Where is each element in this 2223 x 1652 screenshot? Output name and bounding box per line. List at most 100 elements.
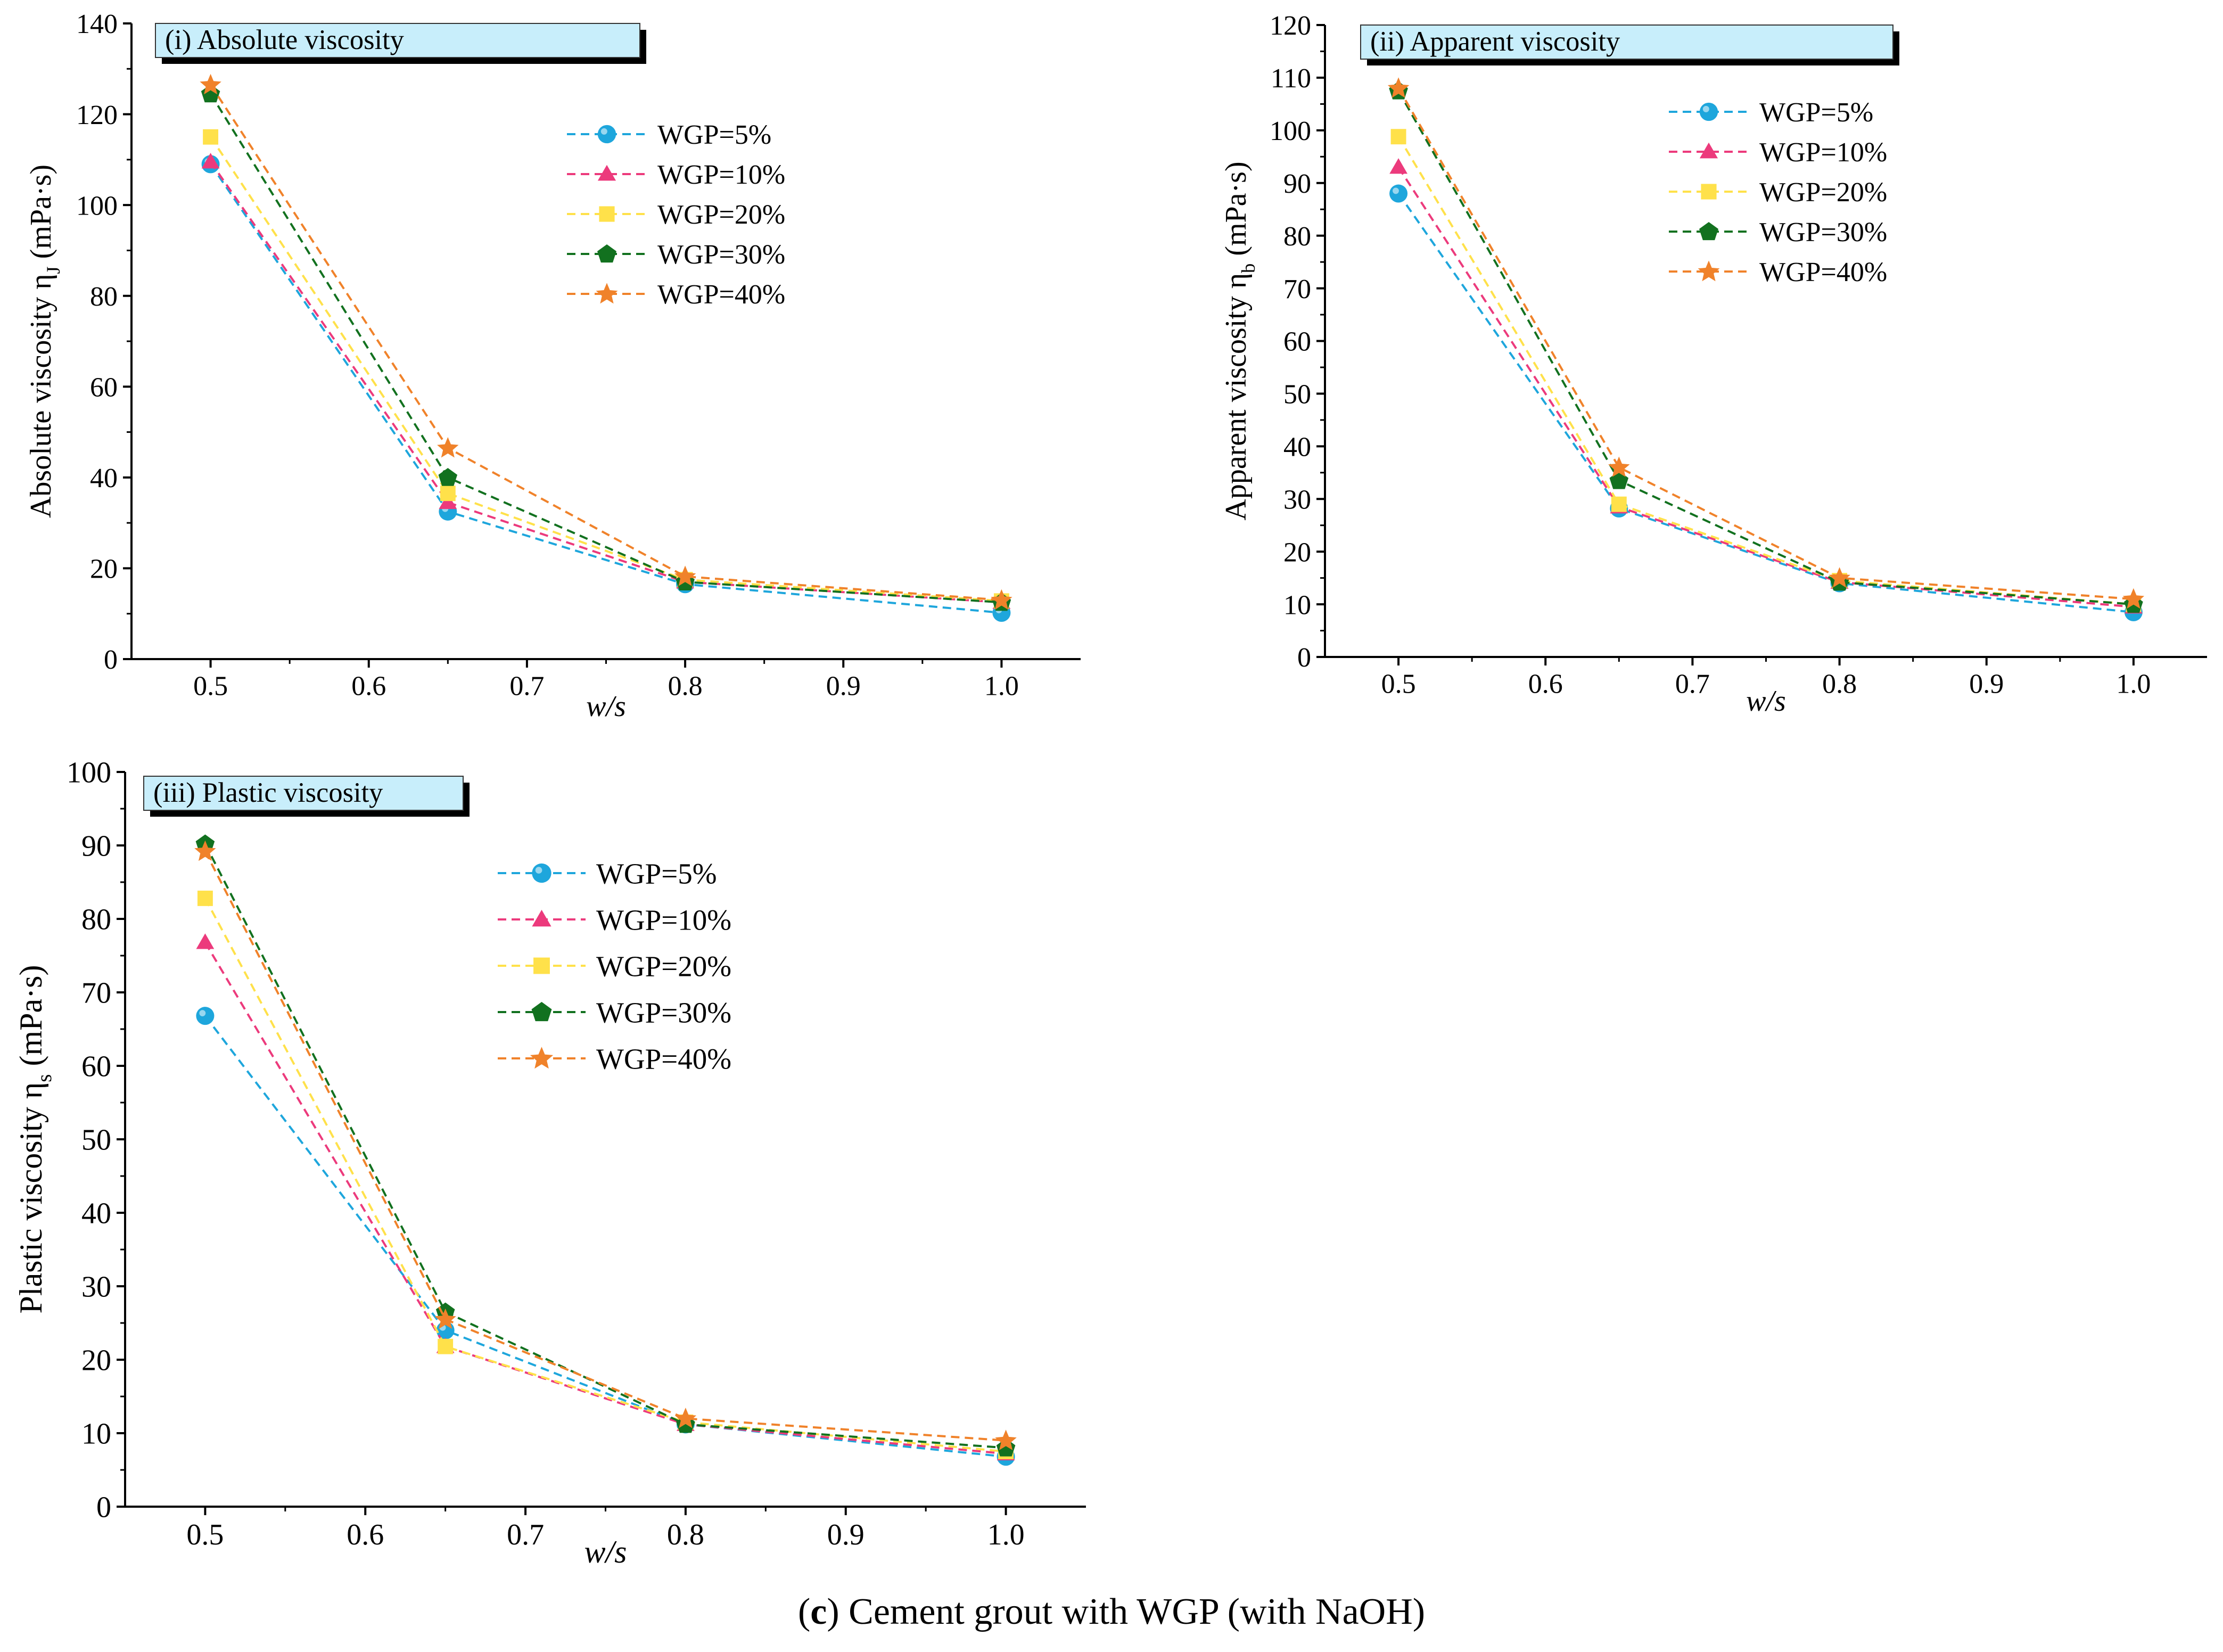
y-tick-label: 120: [76, 100, 118, 130]
x-tick-label: 0.9: [826, 671, 861, 702]
legend-marker: [530, 1047, 554, 1069]
y-tick-label: 20: [1283, 537, 1311, 568]
series-line: [1397, 87, 2134, 601]
y-tick-label: 80: [1283, 221, 1311, 252]
data-point: [196, 933, 215, 949]
data-point: [201, 153, 220, 169]
x-tick-label: 0.5: [193, 671, 228, 702]
y-tick-label: 0: [104, 645, 118, 675]
legend: WGP=5% WGP=10% WGP=20% WGP=30% WGP=40%: [498, 857, 731, 1075]
chart-title: (iii) Plastic viscosity: [153, 777, 383, 808]
legend-label: WGP=30%: [596, 996, 731, 1029]
series-5: [194, 840, 1017, 1450]
data-point: [434, 1308, 456, 1329]
x-tick-label: 0.9: [1969, 669, 2004, 700]
x-tick-label: 0.8: [668, 671, 703, 702]
series-line: [204, 898, 1006, 1453]
y-tick-label: 30: [1283, 484, 1311, 515]
chart-panel-2: 0 10 20 30 40 50 60 70 80 90 100 110 120 0.5 0.6 0.7 0.8…: [1220, 11, 2207, 718]
legend-marker: [599, 206, 615, 222]
x-tick-label: 0.6: [347, 1518, 384, 1551]
series-5: [200, 73, 1012, 610]
data-point: [437, 437, 459, 458]
data-point: [674, 1408, 697, 1428]
y-tick-label: 50: [1283, 380, 1311, 410]
legend-label: WGP=10%: [657, 160, 785, 190]
data-point: [1609, 471, 1629, 489]
y-tick-label: 30: [81, 1271, 111, 1304]
legend-marker: [597, 165, 616, 181]
data-point: [1611, 496, 1627, 512]
x-tick-label: 1.0: [987, 1518, 1025, 1551]
legend-label: WGP=5%: [657, 120, 771, 150]
y-tick-label: 20: [81, 1344, 111, 1377]
legend-label: WGP=40%: [1759, 257, 1887, 287]
series-line: [209, 136, 1002, 602]
legend-marker: [596, 283, 618, 304]
series-3: [203, 129, 1009, 609]
data-point: [991, 589, 1012, 610]
y-tick-label: 70: [1283, 274, 1311, 305]
chart-title: (ii) Apparent viscosity: [1370, 26, 1620, 57]
legend-marker: [532, 909, 551, 927]
x-tick-label: 0.6: [1528, 669, 1563, 700]
x-tick-label: 0.6: [351, 671, 386, 702]
y-tick-label: 100: [67, 757, 111, 790]
data-point: [438, 1338, 454, 1354]
legend-label: WGP=5%: [596, 857, 717, 890]
x-axis-label: w/s: [586, 690, 626, 723]
legend-marker: [531, 1001, 552, 1022]
legend-label: WGP=30%: [1759, 217, 1887, 248]
y-tick-label: 90: [1283, 169, 1311, 199]
series-line: [209, 163, 1002, 614]
x-tick-label: 0.9: [827, 1518, 864, 1551]
data-point: [439, 493, 457, 509]
legend-marker: [597, 244, 616, 263]
legend-marker: [1698, 260, 1720, 282]
data-point: [440, 486, 456, 502]
legend: WGP=5% WGP=10% WGP=20% WGP=30% WGP=40%: [567, 120, 785, 310]
x-tick-label: 0.7: [509, 671, 544, 702]
series-line: [204, 851, 1006, 1442]
chart-panel-3: 0 10 20 30 40 50 60 70 80 90 100 0.5 0.6 0.7 0.8 0.9 1.0…: [13, 757, 1086, 1569]
data-point: [995, 1429, 1017, 1450]
x-axis-label: w/s: [1746, 685, 1786, 718]
caption-text: Cement grout with WGP (with NaOH): [849, 1591, 1426, 1632]
y-tick-label: 70: [81, 977, 111, 1010]
series-line: [209, 93, 1002, 604]
data-point: [194, 840, 216, 861]
legend-marker: [533, 957, 550, 974]
chart-title: (i) Absolute viscosity: [165, 24, 405, 55]
x-tick-label: 1.0: [2116, 669, 2151, 700]
data-point: [1389, 184, 1408, 203]
data-point: [1389, 158, 1407, 174]
legend-marker: [1701, 184, 1717, 200]
series-line: [1397, 90, 2134, 606]
data-point: [1608, 456, 1630, 477]
legend-label: WGP=30%: [657, 240, 785, 270]
legend-label: WGP=10%: [1759, 137, 1887, 168]
series-line: [204, 1015, 1006, 1458]
y-tick-label: 80: [81, 903, 111, 936]
y-tick-label: 40: [81, 1197, 111, 1230]
series-4: [201, 84, 1011, 611]
chart-panel-1: 0 20 40 60 80 100 120 140 0.5 0.6 0.7 0.8 0.9 1.0 w/s A…: [24, 9, 1081, 723]
data-point: [2122, 588, 2145, 609]
data-point: [438, 468, 458, 486]
y-tick-label: 40: [1283, 432, 1311, 463]
y-tick-label: 90: [81, 830, 111, 863]
y-tick-label: 40: [90, 463, 118, 494]
x-tick-label: 0.5: [1381, 669, 1416, 700]
x-tick-label: 0.5: [186, 1518, 224, 1551]
y-tick-label: 10: [81, 1418, 111, 1451]
x-axis-label: w/s: [584, 1534, 627, 1569]
x-tick-label: 1.0: [984, 671, 1019, 702]
y-tick-label: 100: [76, 191, 118, 221]
legend-label: WGP=20%: [596, 950, 731, 982]
y-axis-label: Absolute viscosity ηJ (mPa·s): [24, 165, 64, 518]
data-point: [200, 73, 221, 95]
x-tick-label: 0.8: [667, 1518, 704, 1551]
y-tick-label: 0: [96, 1491, 111, 1524]
series-line: [1397, 193, 2134, 613]
